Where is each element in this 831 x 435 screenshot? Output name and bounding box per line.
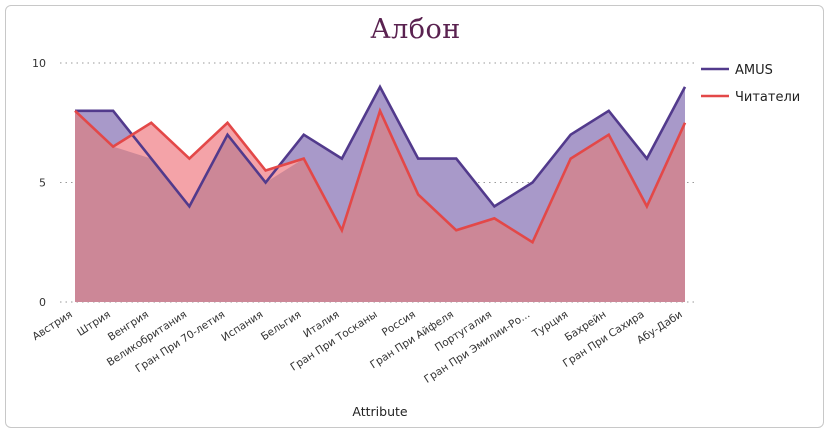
y-tick-label: 10: [32, 57, 46, 70]
legend-label: Читатели: [735, 90, 800, 105]
x-axis-title: Attribute: [352, 404, 408, 419]
y-axis-ticks: 0 5 10: [32, 57, 46, 309]
x-tick-label: Бельгия: [259, 308, 303, 343]
y-tick-label: 5: [39, 177, 46, 190]
series-line-readers: [74, 107, 687, 245]
legend-label: AMUS: [735, 63, 773, 78]
series-lines: [74, 84, 687, 245]
legend-item[interactable]: Читатели: [701, 90, 800, 105]
series-areas: [75, 86, 685, 303]
y-tick-label: 0: [39, 296, 46, 309]
chart-title: Албон: [370, 14, 461, 45]
x-tick-label: Австрия: [30, 308, 74, 343]
series-area-overlap: [75, 110, 685, 302]
series-line-amus: [75, 84, 687, 209]
legend-item[interactable]: AMUS: [701, 63, 773, 78]
x-tick-label: Испания: [219, 308, 265, 344]
legend[interactable]: AMUS Читатели: [701, 63, 800, 105]
